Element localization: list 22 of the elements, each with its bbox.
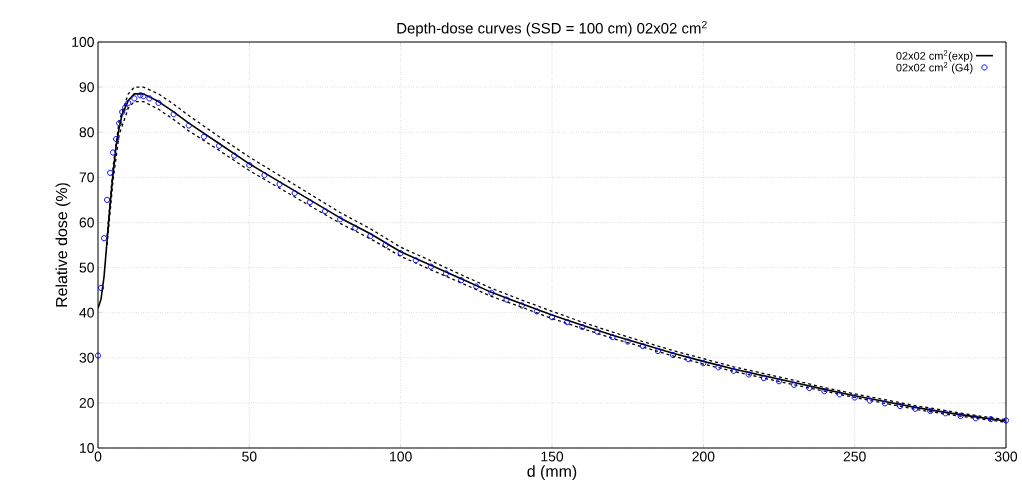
legend-label: 02x02 cm$^{2}$ (G4)	[896, 62, 973, 74]
y-tick-label: 70	[79, 172, 94, 183]
x-tick-label: 200	[692, 451, 715, 462]
y-tick-label: 10	[80, 443, 94, 453]
y-tick-label: 30	[79, 352, 94, 363]
y-tick-label: 40	[79, 307, 94, 318]
x-axis-title: d (mm)	[527, 465, 577, 481]
y-tick-label: 80	[79, 127, 94, 138]
y-axis-title: Relative dose (%)	[55, 183, 71, 307]
y-tick-label: 20	[79, 397, 94, 408]
y-tick-label: 50	[79, 262, 94, 273]
y-tick-label: 100	[72, 37, 94, 47]
y-tick-label: 90	[79, 82, 94, 93]
x-tick-label: 300	[994, 451, 1018, 462]
y-tick-label: 60	[79, 217, 94, 228]
x-tick-label: 150	[541, 451, 564, 462]
legend-label: 02x02 cm$^{2}$(exp)	[896, 50, 973, 62]
chart-title: Depth-dose curves (SSD = 100 cm) 02x02 cm$^{2}$	[397, 20, 707, 37]
x-tick-label: 100	[390, 451, 412, 462]
x-tick-label: 50	[242, 451, 257, 462]
x-tick-label: 250	[843, 451, 866, 462]
x-tick-label: 0	[94, 451, 102, 462]
